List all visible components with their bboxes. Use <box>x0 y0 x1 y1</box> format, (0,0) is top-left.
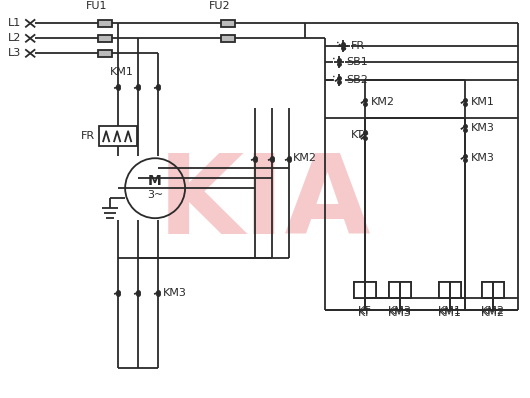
Text: FR: FR <box>351 41 365 51</box>
Text: FU1: FU1 <box>85 1 107 12</box>
Text: KM3: KM3 <box>471 153 494 163</box>
Text: M: M <box>148 174 162 188</box>
Bar <box>354 282 376 298</box>
Bar <box>439 282 461 298</box>
Bar <box>221 35 235 42</box>
Text: KT: KT <box>351 130 364 140</box>
Text: KT: KT <box>358 308 372 318</box>
Text: KM3: KM3 <box>471 123 494 133</box>
Text: KM1: KM1 <box>471 97 494 107</box>
Bar <box>389 282 411 298</box>
Text: L3: L3 <box>8 48 22 59</box>
Bar <box>98 20 112 27</box>
Text: KM1: KM1 <box>438 306 462 316</box>
Bar <box>389 282 411 298</box>
Bar <box>99 126 137 146</box>
Text: KM1: KM1 <box>110 67 134 77</box>
Text: SB2: SB2 <box>346 75 368 85</box>
Bar <box>98 50 112 57</box>
Text: FR: FR <box>81 131 95 141</box>
Bar <box>482 282 504 298</box>
Text: L2: L2 <box>8 33 22 43</box>
Bar <box>98 35 112 42</box>
Text: L1: L1 <box>8 18 22 28</box>
Text: KM2: KM2 <box>293 153 317 163</box>
Bar <box>439 282 461 298</box>
Bar <box>482 282 504 298</box>
Text: KM2: KM2 <box>371 97 395 107</box>
Text: KM3: KM3 <box>163 288 187 298</box>
Bar <box>354 282 376 298</box>
Text: SB1: SB1 <box>346 57 368 67</box>
Text: KM1: KM1 <box>438 308 462 318</box>
Text: KM3: KM3 <box>388 306 412 316</box>
Text: KIA: KIA <box>158 150 372 257</box>
Bar <box>221 20 235 27</box>
Text: KM2: KM2 <box>481 308 505 318</box>
Text: FU2: FU2 <box>209 1 231 12</box>
Text: 3~: 3~ <box>147 190 163 200</box>
Text: KT: KT <box>358 306 372 316</box>
Text: KM2: KM2 <box>481 306 505 316</box>
Text: KM3: KM3 <box>388 308 412 318</box>
